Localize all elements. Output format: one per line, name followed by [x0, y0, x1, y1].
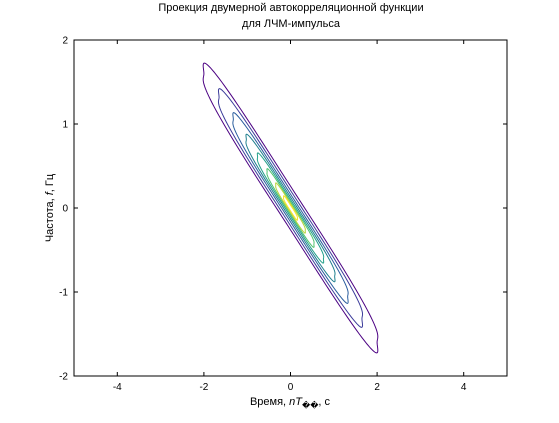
contour-line [256, 152, 325, 264]
y-tick-label: -1 [59, 288, 68, 299]
y-axis-label-prefix: Частота, [44, 195, 56, 242]
x-axis-ticks: -4 -2 0 2 4 [113, 40, 467, 393]
contour-line [232, 112, 349, 304]
x-tick-label: 2 [374, 382, 380, 393]
y-tick-label: -2 [59, 372, 68, 383]
y-tick-label: 0 [62, 204, 68, 215]
x-tick-label: 0 [288, 382, 294, 393]
x-axis-label-subscript: �� [302, 400, 319, 410]
y-axis-label-variable: f [44, 191, 56, 195]
contour-line [217, 88, 364, 328]
x-tick-label: -2 [199, 382, 208, 393]
contour-line [275, 182, 306, 234]
contour-line [245, 133, 336, 283]
y-tick-label: 1 [62, 120, 68, 131]
y-axis-label: Частота, f, Гц [44, 173, 56, 242]
chart-title: Проекция двумерной автокорреляционной фу… [158, 2, 423, 14]
chart-subtitle: для ЛЧМ-импульса [242, 18, 341, 30]
x-tick-label: -4 [113, 382, 122, 393]
x-tick-label: 4 [461, 382, 467, 393]
contour-lines [202, 62, 379, 354]
x-axis-label-prefix: Время, [250, 396, 289, 408]
contour-line [283, 195, 298, 221]
y-tick-label: 2 [62, 36, 68, 47]
contour-line [266, 168, 315, 248]
x-axis-label-variable: nT [289, 396, 303, 408]
contour-line [202, 62, 379, 354]
x-axis-label: Время, nT��, с [250, 396, 331, 410]
y-axis-label-suffix: , Гц [44, 173, 56, 192]
y-axis-ticks: -2 -1 0 1 2 [59, 36, 507, 383]
x-axis-label-suffix: , с [318, 396, 330, 408]
